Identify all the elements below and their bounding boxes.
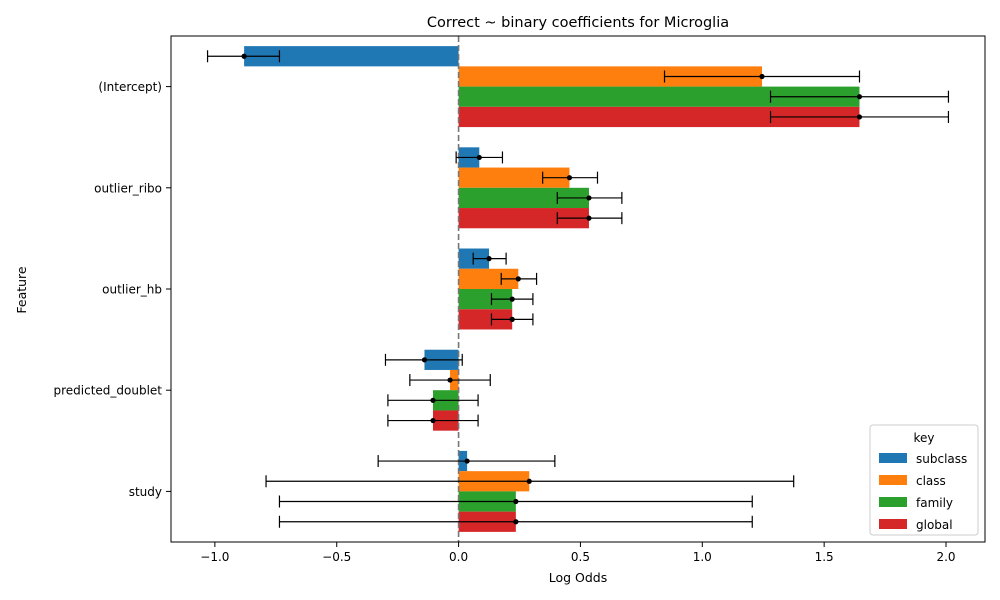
estimate-point [509, 296, 515, 302]
estimate-point [513, 498, 519, 505]
bar-class [458, 66, 763, 87]
estimate-point [759, 73, 765, 80]
legend-title: key [913, 431, 934, 445]
bar-global [458, 309, 513, 330]
bar-global [458, 208, 589, 229]
y-tick-label: outlier_hb [102, 283, 162, 297]
estimate-point [486, 256, 492, 262]
x-tick-label: −0.5 [322, 550, 351, 564]
x-tick-label: −1.0 [200, 550, 229, 564]
estimate-point [856, 94, 863, 100]
bar-family [458, 289, 513, 310]
legend: key subclass class family global [869, 424, 979, 536]
bar-family [458, 86, 860, 107]
x-axis-label: Log Odds [549, 570, 608, 585]
legend-swatch-subclass [879, 453, 907, 463]
legend-swatch-class [879, 475, 907, 485]
legend-swatch-global [879, 519, 907, 529]
legend-label: family [916, 496, 953, 510]
x-tick-label: 0.5 [571, 550, 590, 564]
estimate-point [586, 215, 592, 221]
bar-class [458, 167, 570, 188]
estimate-point [476, 154, 482, 161]
legend-label: subclass [916, 452, 967, 466]
chart-title: Correct ~ binary coefficients for Microg… [427, 15, 729, 31]
estimate-point [430, 397, 436, 403]
estimate-point [430, 417, 436, 424]
estimate-point [566, 175, 573, 181]
y-tick-label: predicted_doublet [53, 384, 162, 398]
y-tick-label: outlier_ribo [94, 181, 162, 195]
bar-family [458, 187, 589, 209]
bar-class [458, 268, 519, 289]
y-axis-label: Feature [14, 266, 29, 314]
bar-subclass [244, 46, 459, 67]
x-tick-label: 1.5 [815, 550, 834, 564]
legend-box [869, 424, 979, 536]
estimate-point [447, 377, 453, 383]
estimate-point [515, 276, 521, 282]
x-tick-label: 2.0 [936, 550, 955, 564]
y-tick-label: (Intercept) [98, 80, 162, 94]
estimate-point [421, 357, 428, 363]
estimate-point [586, 195, 592, 201]
estimate-point [513, 519, 519, 525]
estimate-point [241, 53, 247, 59]
legend-label: global [916, 518, 953, 532]
legend-swatch-family [879, 497, 907, 507]
legend-label: class [916, 474, 946, 488]
bar-global [458, 106, 860, 128]
x-tick-label: 1.0 [693, 550, 712, 564]
x-tick-label: 0.0 [449, 550, 468, 564]
plot-area: −1.0 −0.5 0.0 0.5 1.0 1.5 2.0 (Intercept) outlie… [53, 35, 986, 564]
estimate-point [464, 458, 470, 464]
estimate-point [509, 316, 515, 322]
estimate-point [526, 478, 532, 484]
estimate-point [856, 114, 863, 120]
y-tick-label: study [129, 485, 162, 499]
